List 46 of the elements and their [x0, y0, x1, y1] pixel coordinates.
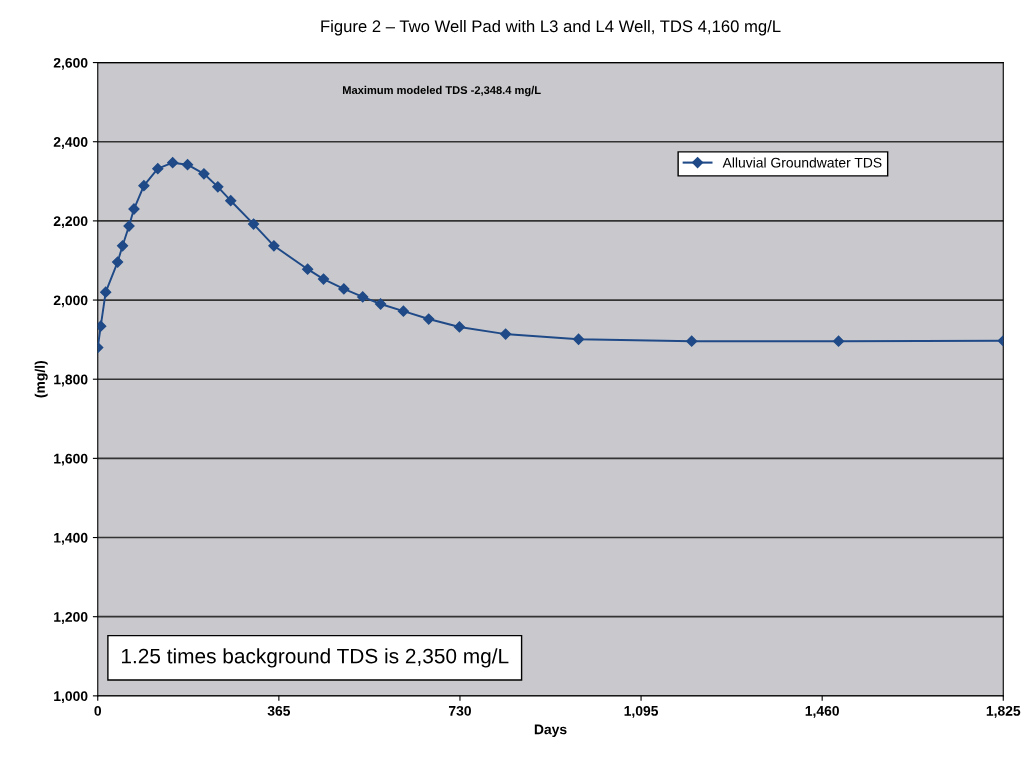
point — [212, 181, 224, 193]
point — [317, 273, 330, 285]
point — [116, 240, 129, 252]
point — [302, 263, 314, 275]
point — [152, 163, 164, 175]
x-tick-label: 1,460 — [805, 705, 839, 718]
point — [100, 286, 112, 298]
point — [374, 298, 387, 310]
point — [247, 218, 260, 230]
point — [97, 320, 107, 332]
annotation: Maximum modeled TDS -2,348.4 mg/L — [342, 85, 541, 97]
y-tick-label: 1,200 — [54, 612, 88, 624]
point — [572, 333, 585, 345]
x-axis-title: Days — [534, 724, 567, 738]
chart-title: Figure 2 – Two Well Pad with L3 and L4 Well, TDS 4,160 mg/L — [321, 19, 781, 36]
x-tick-label: 1,095 — [624, 705, 659, 718]
y-tick-label: 2,200 — [53, 216, 88, 229]
point — [138, 180, 150, 192]
legend-label: Alluvial Groundwater TDS — [722, 157, 882, 168]
point — [338, 283, 350, 295]
y-tick-label: 2,000 — [53, 295, 88, 308]
point — [268, 240, 280, 252]
point — [686, 335, 698, 347]
y-tick-label: 2,400 — [53, 137, 88, 149]
y-axis-title: (mg/l) — [34, 361, 48, 398]
y-tick-label: 1,000 — [54, 691, 88, 704]
y-tick-label: 1,800 — [54, 374, 88, 387]
point — [500, 328, 512, 340]
point — [832, 335, 845, 347]
point — [167, 157, 179, 169]
point — [111, 256, 124, 268]
point — [397, 305, 410, 317]
point — [181, 159, 194, 171]
point — [357, 291, 369, 303]
annotation: 1.25 times background TDS is 2,350 mg/L — [121, 648, 509, 668]
y-tick-label: 2,600 — [53, 57, 88, 70]
x-tick-label: 1,825 — [986, 705, 1021, 718]
point — [198, 168, 210, 180]
x-tick-label: 365 — [267, 705, 291, 716]
point — [453, 321, 466, 333]
y-tick-label: 1,400 — [54, 532, 88, 545]
point — [225, 195, 237, 207]
point — [423, 313, 435, 325]
x-tick-label: 0 — [94, 705, 102, 716]
x-tick-label: 730 — [448, 705, 471, 716]
y-tick-label: 1,600 — [54, 453, 88, 466]
